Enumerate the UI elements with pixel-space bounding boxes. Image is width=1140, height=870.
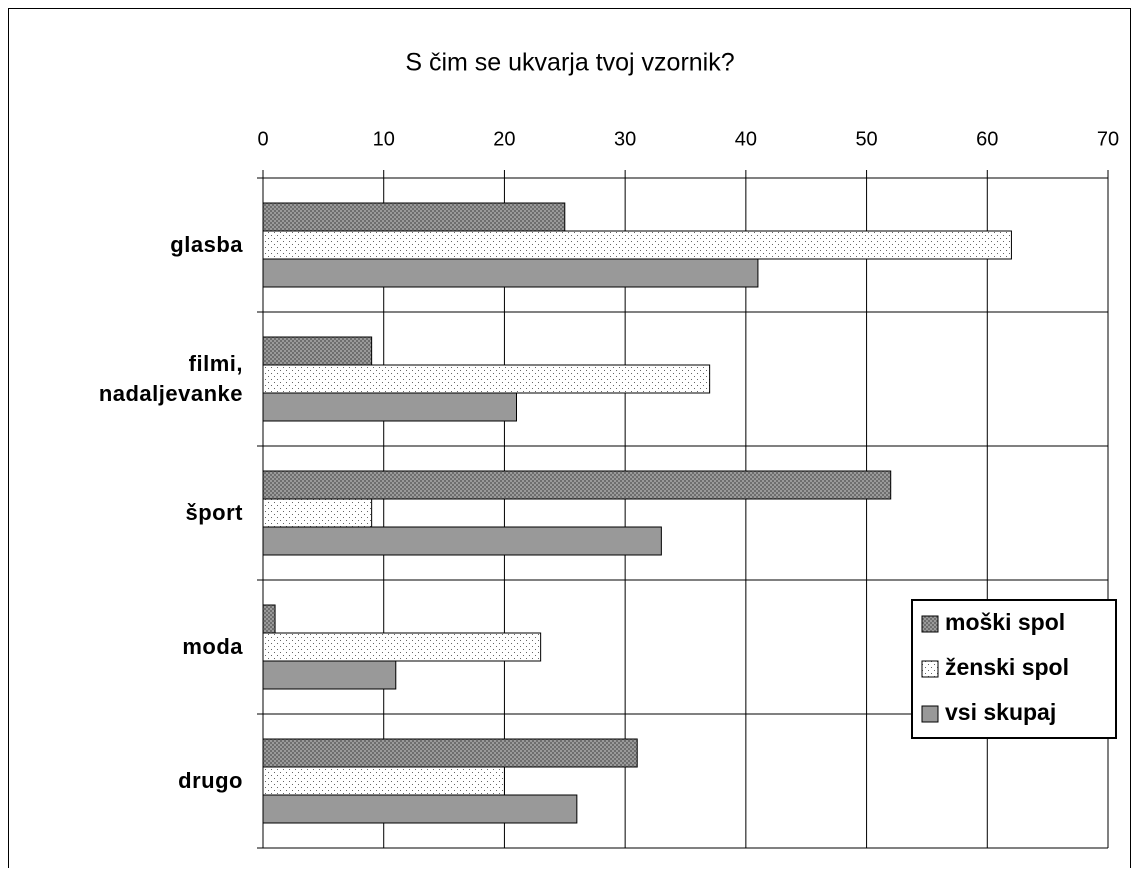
bar	[262, 766, 505, 796]
y-tick-label: moda	[182, 634, 243, 659]
y-tick-label: filmi, nadaljevanke	[98, 351, 243, 406]
bar	[262, 498, 373, 528]
bar	[262, 470, 892, 500]
y-tick-label: šport	[185, 500, 243, 525]
chart-title: S čim se ukvarja tvoj vzornik?	[405, 49, 734, 77]
bar	[262, 202, 566, 232]
frame	[8, 8, 1131, 868]
legend-swatch	[921, 705, 939, 723]
y-tick-label: glasba	[170, 232, 243, 257]
legend-label: vsi skupaj	[945, 699, 1056, 725]
bar	[262, 604, 276, 634]
legend-swatch	[921, 660, 939, 678]
x-tick-label: 50	[855, 128, 877, 150]
x-tick-label: 70	[1097, 128, 1119, 150]
legend-box	[911, 599, 1117, 739]
x-tick-label: 10	[373, 128, 395, 150]
x-tick-label: 60	[976, 128, 998, 150]
bar	[262, 230, 1012, 260]
bar	[262, 336, 373, 366]
x-tick-label: 20	[493, 128, 515, 150]
bar	[262, 392, 517, 422]
x-tick-label: 40	[735, 128, 757, 150]
bar	[262, 364, 711, 394]
legend-swatch	[921, 615, 939, 633]
bar	[262, 526, 662, 556]
x-tick-label: 30	[614, 128, 636, 150]
bar	[262, 632, 542, 662]
bar	[262, 794, 578, 824]
bar	[262, 258, 759, 288]
legend-label: ženski spol	[945, 654, 1069, 680]
bar	[262, 660, 397, 690]
x-tick-label: 0	[257, 128, 268, 150]
legend-label: moški spol	[945, 609, 1065, 635]
bar	[262, 738, 638, 768]
y-tick-label: drugo	[178, 768, 243, 793]
